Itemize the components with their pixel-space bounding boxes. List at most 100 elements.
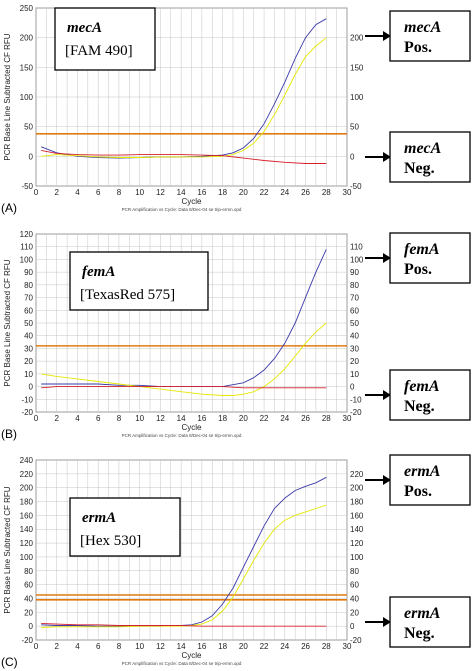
- pos-gene-label: ermA: [404, 463, 441, 480]
- y-tick-label: 50: [24, 319, 33, 328]
- neg-gene-label: mecA: [404, 140, 442, 157]
- y-tick-label: 30: [24, 344, 33, 353]
- y-tick-label-right: 0: [350, 383, 355, 392]
- y-tick-label-right: 90: [350, 268, 359, 277]
- pos-result-label: Pos.: [404, 39, 432, 56]
- dye-label: [TexasRed 575]: [80, 287, 175, 303]
- x-tick-label: 10: [135, 188, 144, 197]
- chart-panel-3: -20020406080100120140160180200220240-200…: [1, 454, 471, 669]
- x-tick-label: 12: [156, 414, 165, 423]
- series-line-3: [41, 622, 327, 627]
- dye-label: [FAM 490]: [65, 43, 133, 59]
- neg-result-box: [389, 131, 471, 183]
- x-tick-label: 8: [117, 188, 122, 197]
- x-tick-label: 20: [239, 188, 248, 197]
- x-tick-label: 16: [197, 642, 206, 651]
- y-tick-label: 150: [20, 63, 34, 72]
- series-line-3: [41, 386, 327, 389]
- x-tick-label: 16: [197, 414, 206, 423]
- chart-footer: PCR Amplification vs Cycle: Data 8/Dec-0…: [122, 661, 242, 666]
- y-tick-label-right: 140: [350, 525, 364, 534]
- y-tick-label-right: 60: [350, 581, 359, 590]
- gene-box: [69, 251, 209, 311]
- y-tick-label: 80: [24, 281, 33, 290]
- x-axis-label: Cycle: [181, 423, 202, 432]
- x-axis-label: Cycle: [181, 197, 202, 206]
- y-tick-label: 100: [20, 553, 34, 562]
- panel-label: (C): [1, 655, 18, 669]
- y-tick-label-right: 70: [350, 294, 359, 303]
- gene-name: femA: [82, 264, 115, 280]
- y-tick-label-right: 40: [350, 332, 359, 341]
- y-tick-label: 0: [29, 622, 34, 631]
- gene-name: ermA: [82, 510, 116, 526]
- y-tick-label-right: 160: [350, 511, 364, 520]
- y-axis-label: PCR Base Line Subtracted CF RFU: [3, 259, 12, 386]
- y-tick-label-right: 200: [350, 484, 364, 493]
- y-tick-label-right: 40: [350, 594, 359, 603]
- gene-box: [69, 497, 181, 557]
- y-tick-label: 90: [24, 268, 33, 277]
- y-tick-label: 40: [24, 332, 33, 341]
- y-tick-label: 200: [20, 484, 34, 493]
- gene-name: mecA: [67, 20, 102, 36]
- x-tick-label: 10: [135, 414, 144, 423]
- y-tick-label-right: -20: [350, 408, 362, 417]
- y-tick-label: 0: [29, 152, 34, 161]
- pos-result-label: Pos.: [404, 261, 432, 278]
- pos-result-box: [389, 232, 471, 284]
- gene-box: [54, 7, 156, 71]
- series-line-2: [41, 37, 327, 158]
- x-tick-label: 10: [135, 642, 144, 651]
- y-tick-label-right: 0: [350, 622, 355, 631]
- pos-result-box: [389, 454, 471, 506]
- y-tick-label-right: 20: [350, 357, 359, 366]
- y-tick-label-right: 50: [350, 319, 359, 328]
- x-tick-label: 8: [117, 642, 122, 651]
- y-tick-label-right: -50: [350, 182, 362, 191]
- panel-label: (B): [1, 427, 17, 441]
- series-line-3: [41, 149, 327, 164]
- y-tick-label-right: 10: [350, 370, 359, 379]
- y-tick-label: 220: [20, 470, 34, 479]
- x-tick-label: 2: [55, 642, 60, 651]
- y-tick-label: 60: [24, 306, 33, 315]
- neg-arrowhead: [383, 390, 391, 400]
- series-line-1: [41, 18, 327, 159]
- neg-result-box: [389, 596, 471, 648]
- neg-result-box: [389, 369, 471, 421]
- x-tick-label: 24: [280, 188, 289, 197]
- y-tick-label-right: 60: [350, 306, 359, 315]
- panel-label: (A): [1, 201, 17, 215]
- x-tick-label: 6: [96, 642, 101, 651]
- y-tick-label-right: 100: [350, 553, 364, 562]
- x-tick-label: 12: [156, 188, 165, 197]
- y-tick-label: 20: [24, 608, 33, 617]
- pos-arrowhead: [383, 475, 391, 485]
- y-tick-label: 0: [29, 383, 34, 392]
- series-line-1: [41, 476, 327, 627]
- x-tick-label: 18: [218, 188, 227, 197]
- chart-footer: PCR Amplification vs Cycle: Data 8/Dec-0…: [122, 433, 242, 438]
- y-tick-label-right: -10: [350, 395, 362, 404]
- x-tick-label: 6: [96, 414, 101, 423]
- dye-label: [Hex 530]: [80, 533, 141, 549]
- x-tick-label: 4: [75, 642, 80, 651]
- y-tick-label: 80: [24, 567, 33, 576]
- x-tick-label: 20: [239, 642, 248, 651]
- x-tick-label: 8: [117, 414, 122, 423]
- y-tick-label-right: -20: [350, 636, 362, 645]
- y-tick-label: 100: [20, 93, 34, 102]
- x-tick-label: 26: [301, 642, 310, 651]
- y-axis-label: PCR Base Line Subtracted CF RFU: [3, 33, 12, 160]
- y-tick-label: 160: [20, 511, 34, 520]
- neg-arrowhead: [383, 617, 391, 627]
- x-tick-label: 22: [260, 642, 269, 651]
- y-tick-label-right: 0: [350, 152, 355, 161]
- x-tick-label: 2: [55, 188, 60, 197]
- neg-result-label: Neg.: [404, 160, 435, 177]
- pos-gene-label: mecA: [404, 19, 442, 36]
- x-tick-label: 18: [218, 642, 227, 651]
- y-tick-label: 10: [24, 370, 33, 379]
